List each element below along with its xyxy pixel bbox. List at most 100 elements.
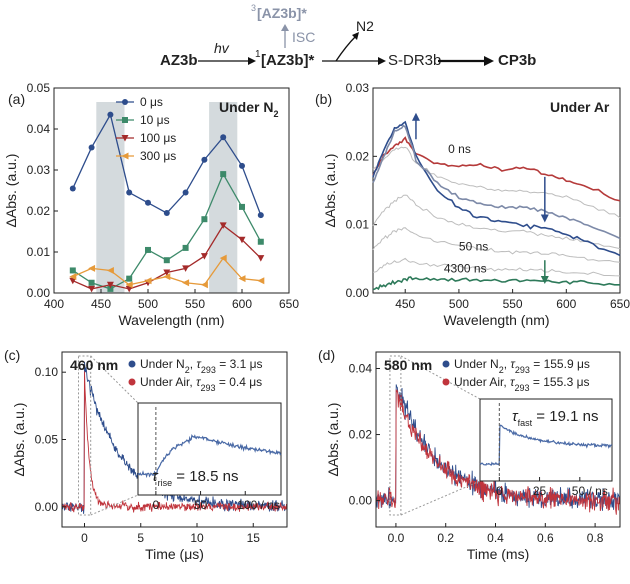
scheme-arrowhead-1 [248, 57, 256, 65]
label-0ns: 0 ns [448, 142, 471, 156]
scheme-isc: ISC [292, 29, 315, 45]
data-point [88, 144, 95, 151]
x-tick-label: 0.0 [388, 531, 405, 545]
y-tick-label: 0.02 [27, 204, 51, 218]
panel-annotation: 460 nm [70, 357, 118, 373]
data-point [163, 273, 171, 281]
x-tick-label: 450 [395, 297, 415, 311]
data-point [257, 255, 265, 262]
x-tick-label: 15 [247, 531, 261, 545]
data-point [201, 156, 208, 163]
data-point [107, 285, 114, 292]
x-tick-label: 400 [44, 297, 64, 311]
scheme-next: S-DR3b [388, 52, 441, 69]
y-axis-label: ΔAbs. (a.u.) [325, 403, 341, 477]
data-point [126, 275, 133, 282]
spectrum-line [372, 194, 621, 250]
x-axis-label: Time (ms) [467, 546, 529, 562]
y-tick-label: 0.00 [349, 494, 373, 508]
scheme-n2: N2 [356, 18, 374, 34]
legend-entry: Under Air, τ293 = 0.4 μs [140, 375, 262, 393]
zoom-box [389, 355, 402, 516]
x-tick-label: 650 [279, 297, 299, 311]
data-point [257, 212, 264, 219]
y-tick-label: 0.00 [35, 500, 59, 514]
reaction-scheme: AZ3b hv 1 [AZ3b]* 3 [AZ3b]* ISC N2 S-DR3… [160, 3, 536, 69]
panel-label: (a) [8, 91, 25, 107]
zoom-guide [400, 355, 481, 400]
data-point [145, 246, 151, 253]
data-point [182, 265, 190, 272]
scheme-arrowhead-2 [378, 57, 386, 65]
scheme-n2-arrowhead [352, 32, 359, 40]
panel-label: (d) [318, 347, 335, 363]
scheme-triplet: [AZ3b]* [257, 5, 307, 21]
data-point [88, 285, 96, 293]
panel-label: (b) [315, 91, 332, 107]
x-tick-label: 500 [138, 297, 158, 311]
x-tick-label: 0.8 [587, 531, 604, 545]
data-point [163, 210, 170, 217]
data-point [182, 244, 189, 251]
data-point [238, 275, 246, 283]
scheme-start: AZ3b [160, 52, 198, 69]
label-4300ns: 4300 ns [444, 262, 487, 276]
y-tick-label: 0.10 [35, 365, 59, 379]
inset-x-tick-label: 50 / ns [572, 484, 608, 498]
x-tick-label: 450 [91, 297, 111, 311]
spectrum-line [372, 124, 621, 240]
data-point [69, 277, 77, 285]
y-tick-label: 0.03 [346, 81, 370, 95]
inset-frame [137, 402, 282, 496]
inset-trace [479, 424, 613, 466]
x-tick-label: 0.6 [537, 531, 554, 545]
arrow-decay-head [540, 214, 549, 223]
panel-annotation: Under N2 [219, 99, 278, 119]
arrow-rise-head [411, 112, 420, 121]
data-point [106, 281, 114, 289]
data-point [220, 134, 227, 141]
decay-trace [375, 389, 621, 515]
legend-marker [128, 360, 136, 368]
legend-marker [128, 378, 136, 386]
zoom-box [78, 355, 92, 516]
data-point [182, 189, 189, 196]
panel-d: 0.0 0.2 0.4 0.6 0.8 0.00 0.02 0.04 Time (ms) ΔAbs… [318, 347, 621, 562]
panel-a: 400 450 500 550 600 650 0.00 0.01 0.02 0.03 0.04 0.… [3, 81, 299, 328]
x-tick-label: 10 [190, 531, 204, 545]
label-50ns: 50 ns [459, 240, 488, 254]
highlight-band [96, 102, 125, 293]
zoom-guide [90, 494, 139, 516]
spectrum-line [372, 227, 621, 263]
y-tick-label: 0.01 [27, 245, 51, 259]
data-point [219, 254, 227, 262]
data-point [144, 277, 152, 285]
arrow-decay-late-head [540, 275, 549, 284]
x-tick-label: 600 [556, 297, 576, 311]
inset-x-tick-label: 0 [496, 484, 503, 498]
y-tick-label: 0.04 [349, 362, 373, 376]
scheme-middle: [AZ3b]* [261, 52, 314, 69]
data-point [69, 273, 77, 281]
inset-x-tick-label: 0 [153, 498, 160, 512]
y-tick-label: 0.01 [346, 218, 370, 232]
data-point [69, 267, 76, 274]
data-point [107, 111, 114, 118]
x-tick-label: 5 [137, 531, 144, 545]
plot-frame [53, 87, 290, 294]
x-tick-label: 650 [610, 297, 630, 311]
legend-marker [442, 378, 450, 386]
scheme-triplet-sup: 3 [251, 3, 256, 13]
zoom-guide [90, 355, 139, 404]
x-tick-label: 550 [185, 297, 205, 311]
x-axis-label: Time (μs) [145, 546, 204, 562]
decay-trace [61, 371, 288, 513]
plot-frame [375, 351, 621, 528]
data-point [145, 199, 151, 206]
inset-label: τfast = 19.1 ns [512, 408, 598, 428]
data-point [200, 253, 208, 260]
inset-trace [137, 433, 282, 479]
scheme-hv: hv [214, 40, 230, 56]
data-point [125, 281, 133, 289]
